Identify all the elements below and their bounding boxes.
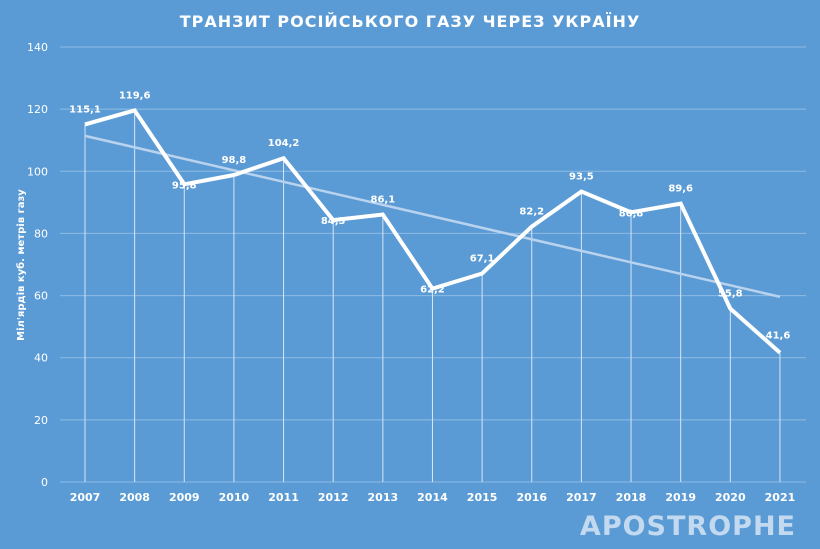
data-label: 95,8 (172, 180, 197, 191)
y-tick-label: 100 (27, 165, 48, 178)
y-tick-label: 40 (34, 352, 48, 365)
data-label: 55,8 (718, 289, 743, 300)
y-tick-label: 140 (27, 41, 48, 54)
x-axis-ticks: 2007 2008 2009 2010 2011 2012 2013 2014 2015 2016… (70, 491, 796, 504)
data-labels: 115,1 119,6 95,8 98,8 104,2 84,3 86,1 62,2 67,1 8… (69, 90, 790, 341)
drop-lines (84, 110, 781, 482)
x-tick-label: 2016 (516, 491, 547, 504)
data-label: 119,6 (119, 90, 151, 101)
x-tick-label: 2009 (169, 491, 200, 504)
data-label: 89,6 (668, 184, 693, 195)
x-tick-label: 2018 (616, 491, 647, 504)
x-tick-label: 2007 (70, 491, 101, 504)
x-tick-label: 2008 (119, 491, 150, 504)
data-label: 67,1 (470, 254, 495, 265)
y-tick-label: 0 (41, 476, 48, 489)
x-tick-label: 2021 (765, 491, 796, 504)
x-tick-label: 2020 (715, 491, 746, 504)
x-tick-label: 2019 (665, 491, 696, 504)
data-label: 41,6 (766, 331, 791, 342)
chart-title: ТРАНЗИТ РОСІЙСЬКОГО ГАЗУ ЧЕРЕЗ УКРАЇНУ (180, 12, 641, 31)
data-label: 93,5 (569, 171, 594, 182)
data-label: 86,8 (619, 208, 644, 219)
data-label: 86,1 (370, 194, 395, 205)
data-label: 84,3 (321, 216, 346, 227)
x-tick-label: 2014 (417, 491, 448, 504)
x-tick-label: 2017 (566, 491, 597, 504)
x-tick-label: 2011 (268, 491, 299, 504)
data-label: 62,2 (420, 285, 445, 296)
data-label: 82,2 (519, 207, 544, 218)
y-tick-label: 120 (27, 103, 48, 116)
x-tick-label: 2012 (318, 491, 349, 504)
series-line (84, 108, 782, 355)
watermark-logo: APOSTROPHE (580, 511, 796, 542)
data-label: 115,1 (69, 104, 101, 115)
x-tick-label: 2015 (467, 491, 498, 504)
data-label: 98,8 (222, 155, 247, 166)
data-label: 104,2 (268, 138, 300, 149)
y-tick-label: 60 (34, 290, 48, 303)
trendline (84, 134, 781, 299)
gridlines (60, 46, 806, 483)
x-tick-label: 2010 (219, 491, 250, 504)
y-axis-ticks: 0 20 40 60 80 100 120 140 (27, 41, 48, 489)
y-tick-label: 20 (34, 414, 48, 427)
y-tick-label: 80 (34, 227, 48, 240)
x-tick-label: 2013 (368, 491, 399, 504)
y-axis-label: Міл'ярдів куб. метрів газу (15, 189, 27, 341)
